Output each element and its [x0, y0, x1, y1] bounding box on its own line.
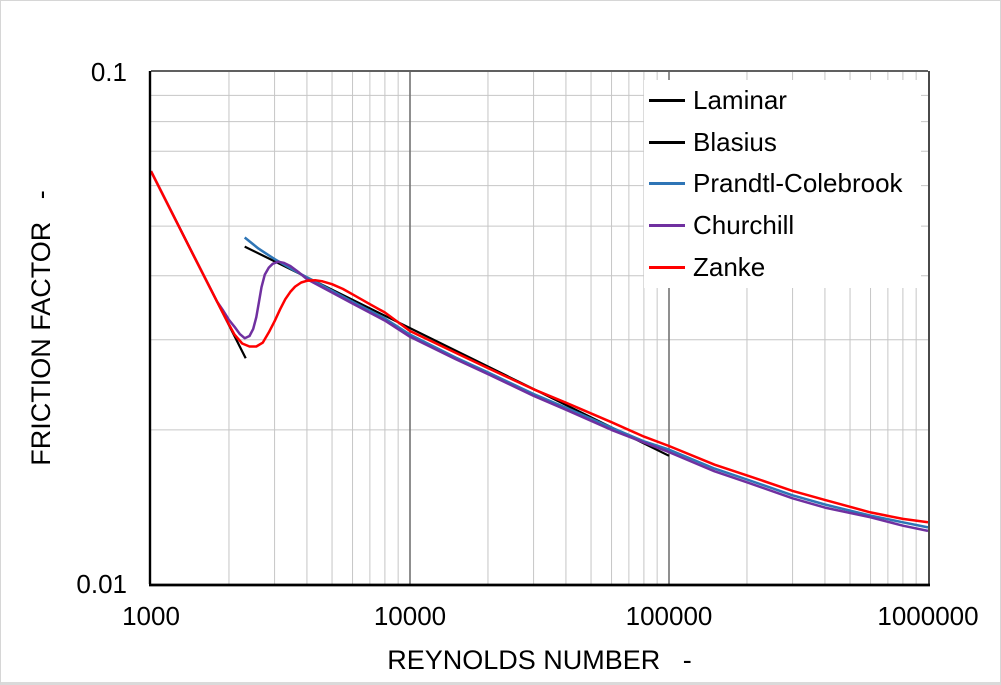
- series-churchill: [149, 170, 929, 533]
- legend-line-laminar: [649, 99, 685, 103]
- legend-item-prandtl-colebrook: Prandtl-Colebrook: [644, 163, 921, 205]
- y-tick-label-0.01: 0.01: [76, 569, 127, 599]
- series-zanke: [149, 170, 929, 524]
- legend-label-churchill: Churchill: [693, 210, 795, 241]
- legend-line-blasius: [649, 140, 685, 144]
- legend-item-laminar: Laminar: [644, 80, 921, 122]
- legend-label-zanke: Zanke: [693, 251, 766, 282]
- x-tick-label-10000: 10000: [373, 601, 447, 631]
- legend: Laminar Blasius Prandtl-Colebrook Church…: [644, 80, 921, 288]
- y-tick-label-0.1: 0.1: [90, 57, 127, 87]
- legend-item-zanke: Zanke: [644, 246, 921, 288]
- legend-label-laminar: Laminar: [693, 85, 787, 116]
- x-tick-label-100000: 100000: [625, 601, 713, 631]
- legend-item-churchill: Churchill: [644, 205, 921, 247]
- y-axis-title: FRICTION FACTOR -: [26, 190, 56, 466]
- legend-line-zanke: [649, 265, 685, 269]
- legend-line-prandtl-colebrook: [649, 182, 685, 186]
- x-tick-label-1000: 1000: [122, 601, 180, 631]
- x-tick-label-1000000: 1000000: [877, 601, 979, 631]
- x-axis-title: REYNOLDS NUMBER -: [387, 645, 692, 675]
- legend-label-blasius: Blasius: [693, 126, 777, 157]
- legend-label-prandtl-colebrook: Prandtl-Colebrook: [693, 168, 903, 199]
- legend-line-churchill: [649, 224, 685, 228]
- legend-item-blasius: Blasius: [644, 122, 921, 164]
